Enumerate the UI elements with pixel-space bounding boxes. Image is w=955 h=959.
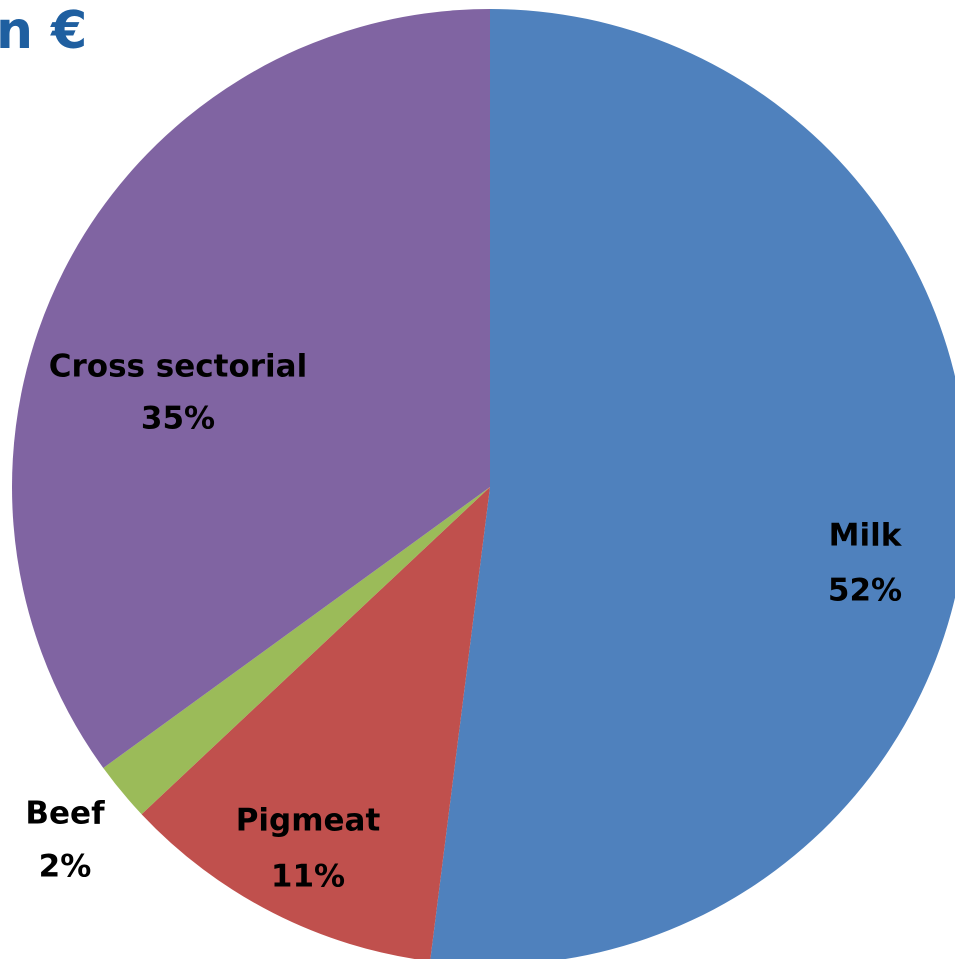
pie-slice: [141, 487, 490, 959]
value-label: 11%: [271, 859, 345, 895]
slice-label: Pigmeat: [236, 803, 381, 839]
slice-label: Milk: [829, 518, 903, 554]
pie-slice: [12, 9, 490, 768]
pie-slice: [430, 9, 955, 959]
chart-title: n €: [0, 1, 87, 61]
slice-label: Cross sectorial: [49, 349, 307, 385]
value-label: 52%: [828, 573, 902, 609]
slice-label: Beef: [25, 796, 105, 832]
value-label: 35%: [141, 401, 215, 437]
value-label: 2%: [39, 849, 92, 885]
pie: [12, 9, 955, 959]
pie-slice: [103, 487, 490, 815]
